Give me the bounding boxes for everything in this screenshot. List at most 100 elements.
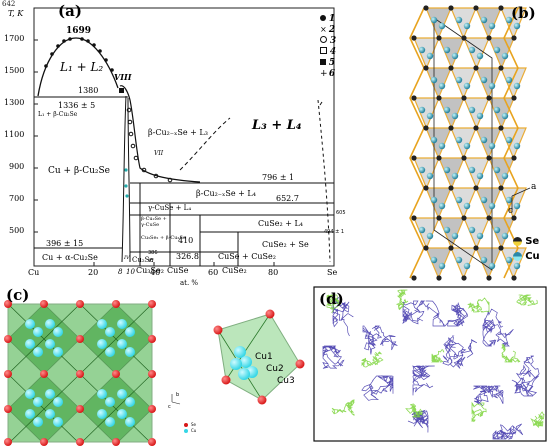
framework-triangle xyxy=(450,7,477,40)
temp-1336: 1336 ± 5 xyxy=(58,101,96,110)
se-atom xyxy=(148,335,156,343)
se-atom xyxy=(461,95,467,101)
se-trajectory xyxy=(471,401,487,423)
se-atom xyxy=(112,438,120,446)
cu-atom xyxy=(480,76,488,84)
framework-right-edge xyxy=(503,7,519,279)
legend-item-6: + 6 xyxy=(320,69,344,80)
octahedra-panel: (c) Cu1 Cu2 Cu3 b c Se Cu xyxy=(0,286,310,446)
cu-atom xyxy=(117,389,127,399)
open-circle-icon xyxy=(320,36,327,43)
cu-trajectory xyxy=(473,385,504,407)
region-l3-l4: L₃ + L₄ xyxy=(252,118,302,133)
plus-icon: + xyxy=(320,69,328,79)
framework-triangle xyxy=(475,127,502,160)
unit-cell-outline xyxy=(433,17,493,271)
cu2se-solvus xyxy=(121,95,127,263)
cu-atom xyxy=(476,52,484,60)
se-trajectory xyxy=(395,289,409,311)
cu-atom xyxy=(513,262,521,270)
y-tick-label-1100: 1100 xyxy=(4,130,25,139)
se-atom xyxy=(436,155,442,161)
cluster-se-atom xyxy=(257,395,267,405)
cu-atom xyxy=(105,347,115,357)
cu-atom xyxy=(488,22,496,30)
framework-triangle xyxy=(500,67,527,100)
cu-atom xyxy=(493,106,501,114)
se-atom xyxy=(486,155,492,161)
framework-triangle xyxy=(475,7,502,40)
cu-atom xyxy=(53,417,63,427)
se-atom xyxy=(4,370,12,378)
cu-atom xyxy=(418,166,426,174)
phase-diagram-svg xyxy=(33,7,335,267)
cu-atom xyxy=(25,409,35,419)
cu-atom xyxy=(488,82,496,90)
framework-triangle xyxy=(463,37,490,70)
se-atom xyxy=(112,370,120,378)
se-atom xyxy=(112,300,120,308)
cu-atom xyxy=(451,112,459,120)
cu-atom xyxy=(426,112,434,120)
cu-trajectory xyxy=(492,423,524,440)
cu-atom xyxy=(33,397,43,407)
cu-atom xyxy=(53,347,63,357)
se-atom xyxy=(448,185,454,191)
cluster-polyhedron xyxy=(217,313,301,401)
temp-396: 396 ± 15 xyxy=(46,239,84,248)
liquidus-curve xyxy=(119,85,201,183)
viii-marker xyxy=(119,88,124,93)
cu-atom xyxy=(438,202,446,210)
se-atom xyxy=(448,125,454,131)
compound-cu2se: Cu₂Se xyxy=(132,256,154,264)
cu-atom xyxy=(25,389,35,399)
panel-label-a: (a) xyxy=(58,2,82,20)
cu-atom xyxy=(426,172,434,180)
cu-atom xyxy=(455,16,463,24)
se-atom xyxy=(511,35,517,41)
se-atom xyxy=(423,65,429,71)
cu-atom xyxy=(501,172,509,180)
trajectory-frame xyxy=(313,286,547,442)
cu-atom xyxy=(45,339,55,349)
octa-edge xyxy=(7,303,81,375)
framework-triangle xyxy=(450,67,477,100)
se-atom xyxy=(411,35,417,41)
temp-652: 652.7 xyxy=(276,194,299,203)
se-atom xyxy=(511,275,517,281)
framework-left-edge xyxy=(409,7,425,279)
legend-label-1: 1 xyxy=(328,14,336,24)
se-atom xyxy=(148,300,156,308)
cluster-se-atom xyxy=(221,375,231,385)
small-legend-cu: Cu xyxy=(191,428,197,433)
framework-triangle xyxy=(425,127,452,160)
cu-atom xyxy=(480,136,488,144)
region-viii: VIII xyxy=(114,72,132,82)
cu-atom xyxy=(455,256,463,264)
region-iv: IV xyxy=(124,255,130,261)
se-trajectory xyxy=(500,343,521,363)
y-tick-label-1500: 1500 xyxy=(4,66,25,75)
cu-atom xyxy=(45,319,55,329)
framework-triangle xyxy=(425,67,452,100)
cu-atom xyxy=(105,417,115,427)
x-tick-label-60: 60 xyxy=(208,268,219,277)
se-atom xyxy=(448,65,454,71)
se-atom xyxy=(486,35,492,41)
cu-atom xyxy=(513,82,521,90)
se-atom xyxy=(486,275,492,281)
cu-atom xyxy=(438,262,446,270)
cu-trajectory xyxy=(332,295,354,337)
cu-trajectory xyxy=(361,375,394,401)
small-axis-c-line xyxy=(171,401,181,405)
cu-trajectory xyxy=(402,300,440,325)
cu-atom xyxy=(451,232,459,240)
cu-atom xyxy=(33,347,43,357)
region-l1-bcu2se: L₁ + β-Cu₂Se xyxy=(38,111,78,118)
cu-trajectory xyxy=(362,325,398,355)
x-tick-label-cu: Cu xyxy=(28,268,40,277)
se-atom xyxy=(423,125,429,131)
cu-atom xyxy=(463,22,471,30)
crystal-structure-svg xyxy=(409,5,531,281)
se-atom xyxy=(473,245,479,251)
